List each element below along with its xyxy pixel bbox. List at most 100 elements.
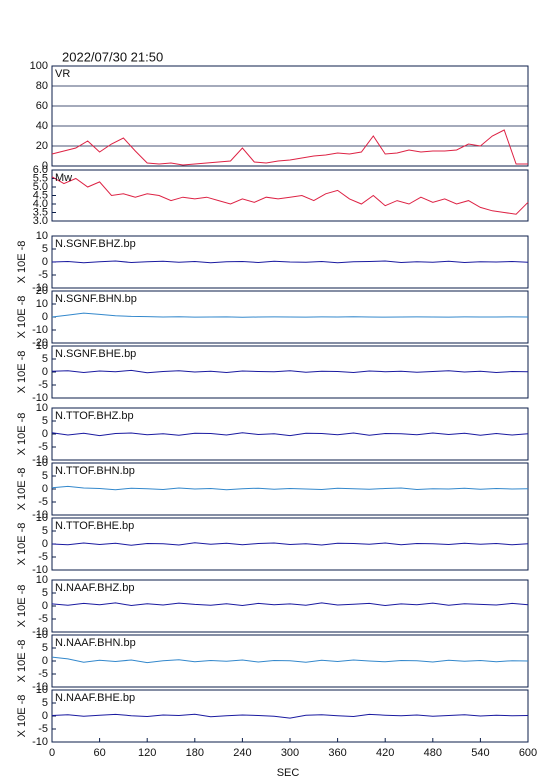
- trace: [51, 542, 529, 546]
- y-tick-label: -10: [32, 282, 48, 294]
- y-tick-label: -5: [38, 613, 48, 625]
- panel-frame: [51, 169, 529, 222]
- y-tick-label: 0: [42, 600, 48, 612]
- y-tick-label: 10: [36, 512, 48, 524]
- y-tick-label: 100: [30, 60, 48, 72]
- x-tick-label: 60: [93, 747, 105, 759]
- y-tick-label: 5: [42, 243, 48, 255]
- y-tick-label: 0: [42, 710, 48, 722]
- y-tick-label: 6.0: [33, 164, 48, 176]
- y-tick-label: -10: [32, 564, 48, 576]
- y-axis-label: X 10E -8: [16, 523, 28, 566]
- trace: [51, 713, 529, 719]
- y-tick-label: -5: [38, 441, 48, 453]
- chart-title: 2022/07/30 21:50: [62, 49, 163, 64]
- y-tick-label: 0: [42, 655, 48, 667]
- y-tick-label: 10: [36, 298, 48, 310]
- panel-frame: [51, 65, 529, 167]
- y-axis-label: X 10E -8: [16, 695, 28, 738]
- y-tick-label: 20: [36, 285, 48, 297]
- y-tick-label: -5: [38, 723, 48, 735]
- y-tick-label: 10: [36, 629, 48, 641]
- x-tick-label: 600: [519, 747, 537, 759]
- y-axis-label: X 10E -8: [16, 351, 28, 394]
- panel-label: N.NAAF.BHE.bp: [55, 692, 135, 704]
- y-tick-label: -20: [32, 337, 48, 349]
- trace: [51, 129, 528, 166]
- y-tick-label: 5: [42, 415, 48, 427]
- y-axis-label: X 10E -8: [16, 640, 28, 683]
- panel-label: N.SGNF.BHZ.bp: [55, 238, 136, 250]
- panel-label: VR: [55, 68, 70, 80]
- x-tick-label: 540: [471, 747, 489, 759]
- y-tick-label: 40: [36, 120, 48, 132]
- x-tick-label: 300: [281, 747, 299, 759]
- y-tick-label: -10: [32, 392, 48, 404]
- y-tick-label: 10: [36, 402, 48, 414]
- trace: [51, 656, 529, 664]
- panel-label: N.TTOF.BHE.bp: [55, 520, 134, 532]
- y-tick-label: 10: [36, 340, 48, 352]
- y-tick-label: -10: [32, 324, 48, 336]
- x-tick-label: 360: [328, 747, 346, 759]
- y-tick-label: -10: [32, 626, 48, 638]
- x-tick-label: 420: [376, 747, 394, 759]
- panel-label: Mw: [55, 172, 72, 184]
- y-tick-label: 4.0: [33, 198, 48, 210]
- x-tick-label: 120: [138, 747, 156, 759]
- y-tick-label: 10: [36, 684, 48, 696]
- y-tick-label: 5.0: [33, 181, 48, 193]
- y-tick-label: 0: [42, 428, 48, 440]
- x-axis-label: SEC: [277, 767, 300, 779]
- y-tick-label: 10: [36, 574, 48, 586]
- y-tick-label: -5: [38, 668, 48, 680]
- x-tick-label: 0: [49, 747, 55, 759]
- y-tick-label: 5: [42, 587, 48, 599]
- x-tick-label: 240: [233, 747, 251, 759]
- y-tick-label: 5: [42, 353, 48, 365]
- trace: [51, 260, 529, 264]
- y-tick-label: 0: [42, 256, 48, 268]
- y-tick-label: 0: [42, 538, 48, 550]
- y-tick-label: 5: [42, 697, 48, 709]
- y-axis-label: X 10E -8: [16, 296, 28, 339]
- y-tick-label: 0: [42, 483, 48, 495]
- y-tick-label: 5: [42, 525, 48, 537]
- y-tick-label: -10: [32, 736, 48, 748]
- trace: [51, 485, 529, 491]
- panel-label: N.SGNF.BHN.bp: [55, 293, 137, 305]
- panel-label: N.NAAF.BHN.bp: [55, 637, 136, 649]
- panel-frame: [51, 345, 529, 399]
- y-tick-label: 60: [36, 100, 48, 112]
- y-axis-label: X 10E -8: [16, 241, 28, 284]
- y-tick-label: 0: [42, 366, 48, 378]
- y-tick-label: 0: [42, 311, 48, 323]
- y-tick-label: 5: [42, 642, 48, 654]
- y-tick-label: 10: [36, 230, 48, 242]
- x-tick-label: 180: [186, 747, 204, 759]
- y-tick-label: -10: [32, 454, 48, 466]
- trace: [51, 312, 529, 318]
- y-tick-label: 0: [42, 160, 48, 172]
- trace: [51, 369, 529, 374]
- y-tick-label: 10: [36, 457, 48, 469]
- y-tick-label: -5: [38, 269, 48, 281]
- panel-label: N.NAAF.BHZ.bp: [55, 582, 134, 594]
- trace: [51, 432, 529, 437]
- y-axis-label: X 10E -8: [16, 413, 28, 456]
- panel-frame: [51, 579, 529, 633]
- panel-label: N.TTOF.BHZ.bp: [55, 410, 134, 422]
- y-axis-label: X 10E -8: [16, 468, 28, 511]
- y-tick-label: 5.5: [33, 172, 48, 184]
- y-tick-label: -10: [32, 509, 48, 521]
- trace: [51, 602, 529, 607]
- trace: [51, 176, 529, 215]
- y-tick-label: 4.5: [33, 189, 48, 201]
- y-tick-label: 80: [36, 80, 48, 92]
- y-axis-label: X 10E -8: [16, 585, 28, 628]
- y-tick-label: 20: [36, 140, 48, 152]
- y-tick-label: 5: [42, 470, 48, 482]
- y-tick-label: -5: [38, 379, 48, 391]
- y-tick-label: -5: [38, 496, 48, 508]
